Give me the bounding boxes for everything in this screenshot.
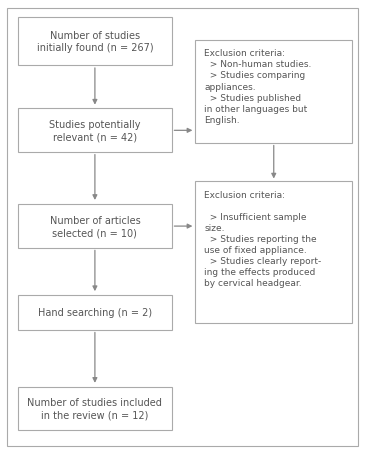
Text: Number of articles
selected (n = 10): Number of articles selected (n = 10) xyxy=(50,215,140,238)
Text: Hand searching (n = 2): Hand searching (n = 2) xyxy=(38,308,152,318)
FancyBboxPatch shape xyxy=(195,41,352,143)
Text: Exclusion criteria:

  > Insufficient sample
size.
  > Studies reporting the
use: Exclusion criteria: > Insufficient sampl… xyxy=(204,190,322,288)
FancyBboxPatch shape xyxy=(18,18,172,66)
FancyBboxPatch shape xyxy=(18,109,172,152)
FancyBboxPatch shape xyxy=(195,182,352,323)
FancyBboxPatch shape xyxy=(18,205,172,248)
FancyBboxPatch shape xyxy=(18,296,172,330)
Text: Exclusion criteria:
  > Non-human studies.
  > Studies comparing
appliances.
  >: Exclusion criteria: > Non-human studies.… xyxy=(204,49,312,125)
Text: Number of studies
initially found (n = 267): Number of studies initially found (n = 2… xyxy=(36,31,153,53)
Text: Studies potentially
relevant (n = 42): Studies potentially relevant (n = 42) xyxy=(49,120,141,142)
FancyBboxPatch shape xyxy=(18,387,172,430)
Text: Number of studies included
in the review (n = 12): Number of studies included in the review… xyxy=(27,397,162,420)
